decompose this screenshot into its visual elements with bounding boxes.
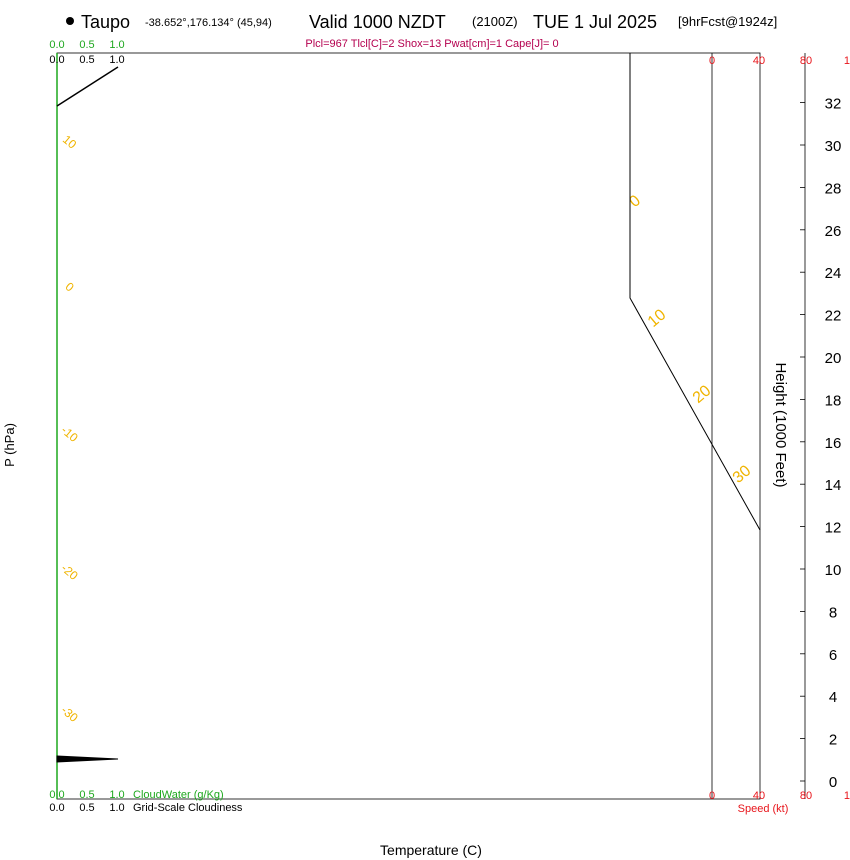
station-marker-icon: [66, 17, 74, 25]
cloudwater-tick-top: 0.0: [49, 39, 64, 51]
height-tick-label: 8: [829, 604, 837, 621]
height-tick-label: 12: [825, 520, 842, 537]
cloudwater-tick-top: 1.0: [109, 39, 124, 51]
height-tick-label: 4: [829, 689, 837, 706]
cloud-axis-ticks: 0.00.00.50.51.01.00.00.00.50.51.01.0: [49, 39, 124, 814]
dry-adiabat-label: 20: [690, 382, 715, 407]
cloudiness-tick-top: 0.0: [49, 54, 64, 66]
height-tick-label: 18: [825, 392, 842, 409]
forecast-run: [9hrFcst@1924z]: [678, 14, 777, 29]
x-axis-label: Temperature (C): [380, 842, 482, 858]
speed-axis-label: Speed (kt): [738, 803, 789, 815]
height-tick-label: 26: [825, 223, 842, 240]
speed-tick-label-top: 120: [844, 55, 850, 67]
isotherm-label: -20: [58, 561, 81, 583]
isotherm-label: -10: [58, 423, 81, 445]
height-tick-label: 10: [825, 562, 842, 579]
height-tick-label: 24: [825, 265, 842, 282]
speed-tick-label-bottom: 80: [800, 790, 812, 802]
cloudiness-profile: [56, 66, 119, 107]
cloudwater-tick-bottom: 0.5: [79, 789, 94, 801]
isotherm-label: -30: [58, 703, 81, 725]
isotherm-lines: 10 0 -10 -20 -30: [58, 132, 81, 725]
height-tick-label: 20: [825, 350, 842, 367]
height-tick-label: 32: [825, 96, 842, 113]
speed-tick-label-bottom: 40: [753, 790, 765, 802]
speed-tick-labels: 0040408080120120: [709, 55, 850, 802]
height-profile: [629, 53, 761, 531]
speed-tick-label-bottom: 0: [709, 790, 715, 802]
isotherm-label: 10: [60, 132, 79, 152]
cloudiness-tick-bottom: 0.5: [79, 802, 94, 814]
cloudiness-tick-bottom: 1.0: [109, 802, 124, 814]
valid-time: Valid 1000 NZDT: [309, 12, 446, 32]
station-name: Taupo: [81, 12, 130, 32]
height-tick-label: 14: [825, 477, 842, 494]
height-tick-label: 22: [825, 308, 842, 325]
sounding-params: Plcl=967 Tlcl[C]=2 Shox=13 Pwat[cm]=1 Ca…: [305, 38, 558, 50]
cloudwater-profile: [56, 755, 119, 763]
speed-tick-label-bottom: 120: [844, 790, 850, 802]
cloudiness-label: Grid-Scale Cloudiness: [133, 802, 243, 814]
forecast-date: TUE 1 Jul 2025: [533, 12, 657, 32]
speed-tick-label-top: 0: [709, 55, 715, 67]
height-tick-label: 16: [825, 435, 842, 452]
plot-frame: [56, 52, 761, 800]
height-tick-label: 2: [829, 732, 837, 749]
height-axis-label: Height (1000 Feet): [772, 362, 789, 487]
speed-tick-label-top: 80: [800, 55, 812, 67]
cloudwater-label: CloudWater (g/Kg): [133, 789, 224, 801]
height-tick-label: 30: [825, 138, 842, 155]
cloudiness-tick-top: 0.5: [79, 54, 94, 66]
height-tick-label: 6: [829, 647, 837, 664]
cloudwater-tick-bottom: 0.0: [49, 789, 64, 801]
height-tick-label: 0: [829, 774, 837, 791]
cloudwater-tick-top: 0.5: [79, 39, 94, 51]
utc-time: (2100Z): [472, 14, 518, 29]
speed-tick-label-top: 40: [753, 55, 765, 67]
cloudwater-tick-bottom: 1.0: [109, 789, 124, 801]
isotherm-label: 0: [63, 279, 77, 294]
y-axis-label: P (hPa): [2, 423, 17, 467]
panel-divider: [629, 53, 761, 531]
cloudiness-tick-bottom: 0.0: [49, 802, 64, 814]
dry-adiabat-label: 10: [645, 306, 670, 331]
cloudiness-tick-top: 1.0: [109, 54, 124, 66]
dry-adiabat-label: 0: [626, 192, 644, 211]
station-coords: -38.652°,176.134° (45,94): [145, 17, 272, 29]
height-tick-label: 28: [825, 180, 842, 197]
